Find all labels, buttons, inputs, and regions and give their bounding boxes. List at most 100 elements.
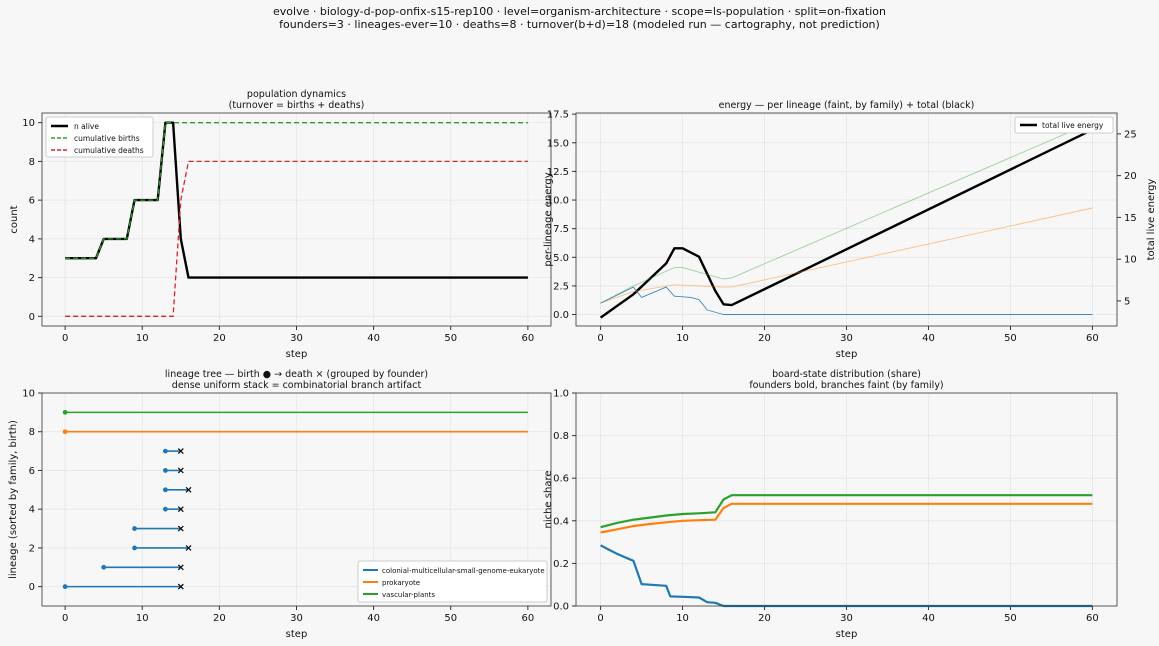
- energy-y-right-axis-label: total live energy: [1146, 179, 1157, 261]
- tree-birth-marker: [62, 584, 68, 590]
- tree-death-marker: [185, 544, 192, 551]
- population-y-tick-label: 4: [29, 234, 35, 245]
- tree-death-marker: [177, 525, 184, 532]
- share-y-tick-label: 0.0: [553, 602, 569, 613]
- energy-y-tick-label: 5.0: [553, 253, 569, 264]
- energy-x-tick-label: 40: [922, 333, 935, 344]
- energy-y-tick-label: 12.5: [547, 167, 569, 178]
- share-y-tick-label: 0.8: [553, 431, 569, 442]
- tree-birth-marker: [162, 468, 168, 473]
- population-x-tick-label: 0: [62, 333, 68, 344]
- share-y-axis-label: niche share: [543, 470, 554, 528]
- population-series-line-1: [65, 122, 528, 259]
- energy-series-line-1: [600, 121, 1093, 304]
- tree-y-tick-label: 8: [29, 427, 35, 438]
- share-y-tick-label: 1.0: [553, 389, 569, 400]
- population-series-line-2: [65, 160, 528, 317]
- share-x-tick-label: 0: [597, 613, 603, 624]
- tree-y-tick-label: 0: [29, 582, 35, 593]
- energy-title: energy — per lineage (faint, by family) …: [719, 100, 975, 111]
- tree-birth-marker: [132, 526, 137, 531]
- tree-death-marker: [185, 486, 192, 493]
- population-title: population dynamics: [247, 89, 346, 100]
- population-y-tick-label: 10: [22, 118, 35, 129]
- energy-x-tick-label: 10: [676, 333, 689, 344]
- population-frame: [41, 112, 552, 327]
- energy-x-tick-label: 60: [1086, 333, 1099, 344]
- population-legend: [45, 116, 154, 158]
- tree-x-tick-label: 0: [62, 613, 68, 624]
- tree-birth-marker: [132, 545, 137, 551]
- figure-title-line-2: founders=3 · lineages-ever=10 · deaths=8…: [279, 18, 880, 31]
- tree-birth-marker: [162, 506, 168, 512]
- tree-title: lineage tree — birth ● → death × (groupe…: [165, 369, 428, 380]
- share-subtitle: founders bold, branches faint (by family…: [749, 380, 943, 391]
- energy-legend-label: total live energy: [1042, 121, 1104, 130]
- population-y-tick-label: 0: [29, 312, 35, 323]
- share-series-line-1: [600, 502, 1093, 534]
- tree-y-tick-label: 6: [29, 466, 35, 477]
- population-x-tick-label: 50: [444, 333, 457, 344]
- tree-y-tick-label: 2: [29, 543, 35, 554]
- tree-legend-label: prokaryote: [382, 579, 420, 587]
- population-x-tick-label: 10: [136, 333, 149, 344]
- share-x-tick-label: 40: [922, 613, 935, 624]
- tree-y-tick-label: 4: [29, 505, 35, 516]
- population-legend-label: n alive: [74, 122, 99, 131]
- tree-legend-label: vascular-plants: [382, 591, 435, 599]
- population-x-axis-label: step: [286, 349, 308, 360]
- tree-death-marker: [177, 506, 184, 513]
- tree-subtitle: dense uniform stack = combinatorial bran…: [172, 380, 422, 391]
- energy-series-line-2: [600, 207, 1093, 304]
- tree-x-tick-label: 30: [290, 613, 303, 624]
- share-x-tick-label: 10: [676, 613, 689, 624]
- population-y-tick-label: 8: [29, 157, 35, 168]
- tree-birth-marker: [62, 429, 68, 435]
- tree-x-tick-label: 60: [521, 613, 534, 624]
- energy-y-right-tick-label: 5: [1124, 296, 1130, 307]
- tree-y-axis-label: lineage (sorted by family, birth): [8, 420, 19, 579]
- tree-x-tick-label: 40: [367, 613, 380, 624]
- tree-birth-marker: [101, 564, 107, 570]
- share-series-line-0: [600, 494, 1093, 529]
- share-y-tick-label: 0.6: [553, 474, 569, 485]
- population-y-tick-label: 2: [29, 273, 35, 284]
- energy-x-tick-label: 20: [758, 333, 771, 344]
- population-x-tick-label: 40: [367, 333, 380, 344]
- energy-legend: [1014, 116, 1114, 134]
- tree-y-tick-label: 10: [22, 389, 35, 400]
- energy-y-tick-label: 2.5: [553, 281, 569, 292]
- tree-death-marker: [177, 583, 184, 590]
- share-series-line-2: [600, 544, 1093, 608]
- share-y-tick-label: 0.4: [553, 516, 569, 527]
- energy-y-tick-label: 17.5: [547, 110, 569, 121]
- tree-death-marker: [177, 448, 184, 455]
- energy-series-line-3: [600, 286, 1093, 315]
- energy-y-right-tick-label: 15: [1124, 213, 1137, 224]
- energy-y-tick-label: 10.0: [547, 196, 569, 207]
- tree-frame: [41, 392, 552, 607]
- population-y-axis-label: count: [9, 205, 20, 233]
- energy-x-tick-label: 30: [840, 333, 853, 344]
- tree-death-marker: [177, 564, 184, 571]
- population-legend-label: cumulative deaths: [74, 146, 144, 155]
- tree-birth-marker: [162, 487, 168, 493]
- share-x-tick-label: 50: [1004, 613, 1017, 624]
- tree-x-tick-label: 20: [213, 613, 226, 624]
- population-y-tick-label: 6: [29, 196, 35, 207]
- share-y-tick-label: 0.2: [553, 559, 569, 570]
- share-x-tick-label: 20: [758, 613, 771, 624]
- share-x-tick-label: 30: [840, 613, 853, 624]
- share-x-tick-label: 60: [1086, 613, 1099, 624]
- energy-x-tick-label: 50: [1004, 333, 1017, 344]
- population-legend-label: cumulative births: [74, 134, 140, 143]
- energy-y-tick-label: 7.5: [553, 224, 569, 235]
- tree-x-axis-label: step: [286, 629, 308, 640]
- energy-y-tick-label: 0.0: [553, 310, 569, 321]
- tree-death-marker: [177, 467, 184, 474]
- population-subtitle: (turnover = births + deaths): [229, 100, 365, 111]
- tree-legend: [357, 560, 548, 603]
- energy-series-line-0: [599, 128, 1093, 319]
- share-x-axis-label: step: [836, 629, 858, 640]
